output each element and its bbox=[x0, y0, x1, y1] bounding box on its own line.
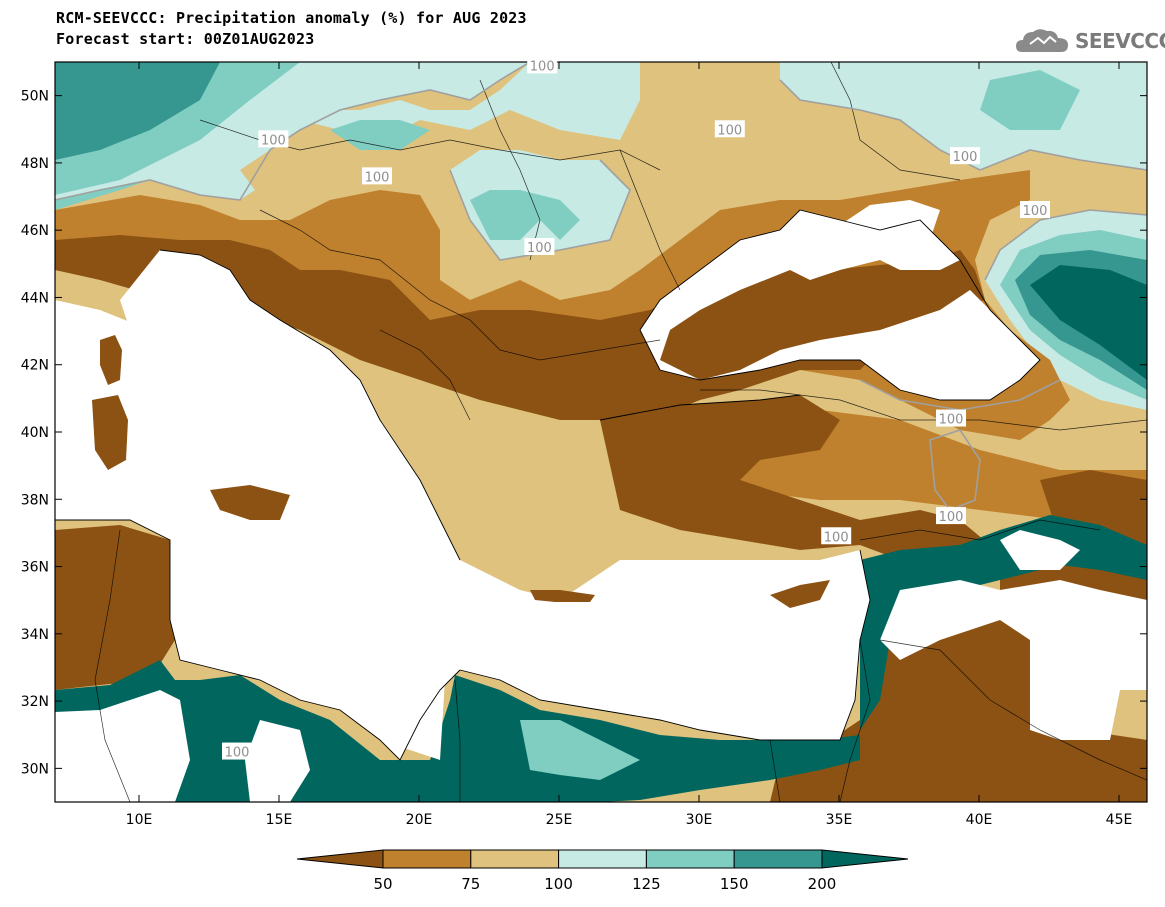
colorbar-label: 100 bbox=[544, 875, 573, 893]
contour-label: 100 bbox=[530, 59, 555, 74]
colorbar: 50 75 100 125 150 200 bbox=[296, 849, 909, 893]
contour-label: 100 bbox=[717, 123, 742, 138]
contour-label: 100 bbox=[1023, 204, 1048, 219]
contour-label-bg bbox=[936, 507, 966, 525]
contour-labels: 100 100 100 100 100 100 100 100 100 100 100 bbox=[222, 56, 1050, 761]
lat-tick-label: 38N bbox=[21, 492, 49, 508]
contour-label: 100 bbox=[939, 510, 964, 525]
logo-text: SEEVCCC bbox=[1075, 29, 1165, 53]
contour-label: 100 bbox=[824, 530, 849, 545]
colorbar-segment bbox=[645, 849, 735, 869]
contour-label-bg bbox=[258, 130, 289, 148]
lon-tick-label: 40E bbox=[966, 812, 993, 828]
lon-tick-label: 20E bbox=[406, 812, 433, 828]
colorbar-label: 200 bbox=[808, 875, 837, 893]
contour-label-bg bbox=[936, 409, 966, 427]
contour-label: 100 bbox=[953, 150, 978, 165]
lon-tick-label: 45E bbox=[1106, 812, 1133, 828]
colorbar-segment bbox=[733, 849, 823, 869]
colorbar-segment bbox=[382, 849, 472, 869]
lon-tick-label: 35E bbox=[826, 812, 853, 828]
lat-tick-label: 48N bbox=[21, 156, 49, 172]
cloud-icon bbox=[1016, 29, 1068, 52]
map-field bbox=[55, 62, 1147, 802]
lat-tick-label: 30N bbox=[21, 761, 49, 777]
contour-label-bg bbox=[222, 742, 252, 760]
forecast-start: Forecast start: 00Z01AUG2023 bbox=[56, 30, 315, 48]
colorbar-label: 150 bbox=[720, 875, 749, 893]
lon-tick-label: 10E bbox=[126, 812, 153, 828]
lat-tick-label: 40N bbox=[21, 425, 49, 441]
contour-label-bg bbox=[1020, 201, 1050, 218]
contour-label: 100 bbox=[527, 241, 552, 256]
colorbar-segment bbox=[470, 849, 560, 869]
lat-tick-label: 42N bbox=[21, 358, 49, 374]
contour-label: 100 bbox=[365, 170, 390, 185]
colorbar-label: 125 bbox=[632, 875, 661, 893]
lon-tick-label: 30E bbox=[686, 812, 713, 828]
axis-ticks: 10E 15E 20E 25E 30E 35E 40E 45E 30N 32N 34N 36N 38N 4… bbox=[21, 62, 1147, 828]
lat-tick-label: 44N bbox=[21, 290, 49, 306]
colorbar-label: 50 bbox=[373, 875, 392, 893]
contour-label-bg bbox=[821, 527, 852, 545]
contour-label-bg bbox=[714, 120, 745, 138]
lat-tick-label: 46N bbox=[21, 223, 49, 239]
colorbar-left-arrow bbox=[296, 849, 384, 869]
lon-tick-label: 25E bbox=[546, 812, 573, 828]
lat-tick-label: 32N bbox=[21, 694, 49, 710]
colorbar-right-arrow bbox=[821, 849, 909, 869]
contour-label-bg bbox=[527, 56, 558, 74]
contour-label-bg bbox=[524, 238, 555, 255]
contour-label: 100 bbox=[225, 746, 250, 761]
colorbar-label: 75 bbox=[461, 875, 480, 893]
colorbar-segment bbox=[558, 849, 647, 869]
contour-label-bg bbox=[362, 167, 392, 185]
lon-tick-label: 15E bbox=[266, 812, 293, 828]
lat-tick-label: 50N bbox=[21, 89, 49, 105]
map-title: RCM-SEEVCCC: Precipitation anomaly (%) f… bbox=[56, 9, 527, 27]
lat-tick-label: 36N bbox=[21, 560, 49, 576]
contour-label: 100 bbox=[261, 133, 286, 148]
contour-label: 100 bbox=[939, 413, 964, 428]
contour-label-bg bbox=[950, 147, 980, 165]
lat-tick-label: 34N bbox=[21, 627, 49, 643]
